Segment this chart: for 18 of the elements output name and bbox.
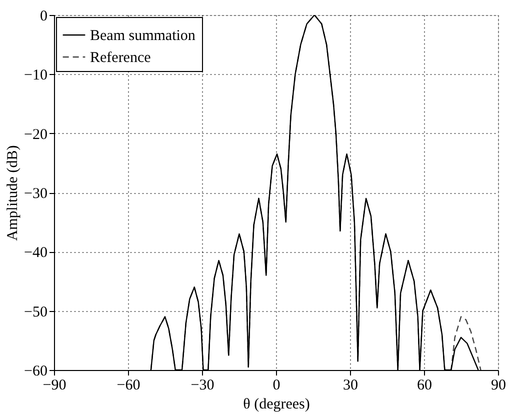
- x-tick-label: 30: [343, 378, 358, 394]
- x-tick-label: 60: [417, 378, 432, 394]
- y-tick-label: −10: [24, 68, 48, 84]
- x-axis-title: θ (degrees): [243, 396, 310, 412]
- x-tick-label: −60: [116, 378, 140, 394]
- y-tick-label: −30: [24, 186, 48, 202]
- y-tick-label: 0: [40, 8, 48, 24]
- legend-label: Reference: [90, 50, 152, 66]
- legend-label: Beam summation: [90, 28, 196, 44]
- y-axis-title: Amplitude (dB): [5, 145, 22, 241]
- y-tick-label: −40: [24, 245, 48, 262]
- y-tick-label: −50: [24, 304, 48, 320]
- x-tick-label: 0: [272, 378, 280, 394]
- y-tick-label: −60: [24, 364, 48, 380]
- x-tick-label: −30: [190, 378, 214, 394]
- x-tick-label: 90: [491, 378, 506, 394]
- x-tick-label: −90: [42, 378, 66, 394]
- y-tick-label: −20: [24, 126, 48, 143]
